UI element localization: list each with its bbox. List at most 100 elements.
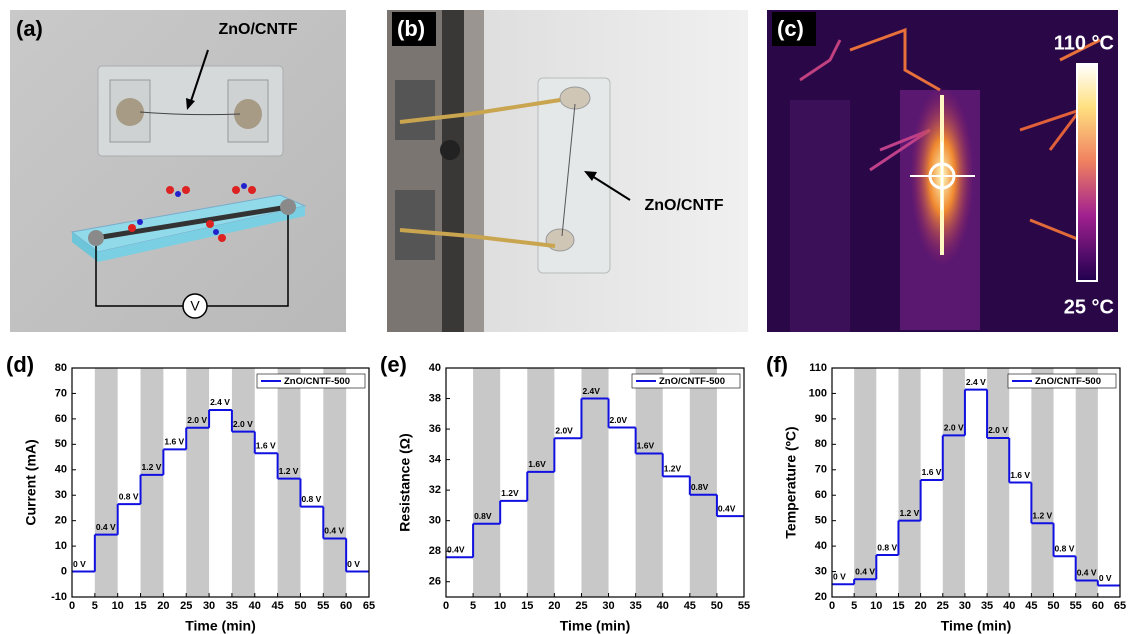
step-label: 1.6V — [528, 459, 546, 469]
step-label: 2.0 V — [944, 423, 964, 433]
shaded-band — [141, 368, 164, 597]
x-tick-label: 50 — [1047, 600, 1059, 612]
y-tick-label: 38 — [429, 392, 441, 404]
y-axis-title: Current (mA) — [23, 439, 39, 525]
x-axis-title: Time (min) — [941, 618, 1012, 634]
x-tick-label: 10 — [870, 600, 882, 612]
step-label: 0.4 V — [324, 526, 344, 536]
legend-label: ZnO/CNTF-500 — [284, 376, 350, 387]
step-label: 1.2V — [664, 464, 682, 474]
shaded-band — [898, 368, 920, 597]
step-label: 0 V — [347, 559, 360, 569]
y-tick-label: 28 — [429, 545, 441, 557]
panel-label: (e) — [380, 352, 407, 377]
step-label: 0.8V — [691, 482, 709, 492]
y-tick-label: 26 — [429, 576, 441, 588]
shaded-band — [278, 368, 301, 597]
x-tick-label: 40 — [657, 600, 669, 612]
y-tick-label: 80 — [55, 362, 67, 374]
panel-label: (b) — [397, 16, 425, 41]
step-label: 1.6V — [637, 441, 655, 451]
x-tick-label: 15 — [521, 600, 533, 612]
y-tick-label: 40 — [55, 464, 67, 476]
legend-label: ZnO/CNTF-500 — [1035, 376, 1101, 387]
x-tick-label: 35 — [630, 600, 642, 612]
step-label: 1.2 V — [899, 508, 919, 518]
y-tick-label: 40 — [815, 540, 827, 552]
shaded-band — [636, 368, 663, 597]
photo-b: (b) ZnO/CNTF — [387, 10, 748, 332]
photo-a: V (a) ZnO/CNTF — [10, 10, 346, 332]
x-tick-label: 5 — [92, 600, 98, 612]
figure: V (a) ZnO/CNTF (b) ZnO/CNTF — [0, 0, 1128, 634]
shaded-band — [473, 368, 500, 597]
step-label: 2.0V — [610, 415, 628, 425]
step-label: 1.6 V — [1010, 470, 1030, 480]
panel-label: (a) — [16, 16, 43, 41]
x-tick-label: 65 — [1114, 600, 1126, 612]
chart: 051015202530354045505526283032343638400.… — [380, 352, 750, 634]
x-tick-label: 20 — [548, 600, 560, 612]
scale-max: 110 °C — [1054, 32, 1114, 54]
y-tick-label: 34 — [429, 454, 442, 466]
panel-label: (c) — [777, 16, 804, 41]
annotation: ZnO/CNTF — [644, 197, 723, 214]
x-tick-label: 55 — [317, 600, 329, 612]
shaded-band — [854, 368, 876, 597]
meter-label: V — [190, 298, 200, 314]
x-tick-label: 10 — [494, 600, 506, 612]
x-tick-label: 60 — [340, 600, 352, 612]
x-tick-label: 30 — [959, 600, 971, 612]
y-tick-label: 90 — [815, 413, 827, 425]
y-tick-label: 30 — [429, 515, 441, 527]
step-label: 0.4 V — [96, 522, 116, 532]
y-tick-label: 10 — [55, 540, 67, 552]
x-tick-label: 50 — [711, 600, 723, 612]
step-label: 0.4V — [718, 503, 736, 513]
step-label: 1.6 V — [256, 440, 276, 450]
y-tick-label: 30 — [815, 565, 827, 577]
step-label: 1.2 V — [1032, 510, 1052, 520]
photo-c: (c) 110 °C 25 °C — [767, 10, 1118, 332]
x-tick-label: 35 — [226, 600, 238, 612]
y-axis-title: Resistance (Ω) — [397, 433, 413, 531]
shaded-band — [232, 368, 255, 597]
panel-label: (f) — [766, 352, 788, 377]
step-label: 2.0 V — [233, 419, 253, 429]
x-tick-label: 20 — [157, 600, 169, 612]
step-label: 0.8 V — [119, 491, 139, 501]
y-tick-label: 36 — [429, 423, 441, 435]
x-tick-label: 45 — [1025, 600, 1037, 612]
x-tick-label: 25 — [180, 600, 192, 612]
legend-label: ZnO/CNTF-500 — [659, 376, 725, 387]
x-axis-title: Time (min) — [185, 618, 256, 634]
step-label: 2.4V — [582, 386, 600, 396]
x-tick-label: 5 — [470, 600, 476, 612]
step-label: 0.8V — [474, 511, 492, 521]
step-label: 1.2 V — [142, 462, 162, 472]
step-label: 0.4V — [447, 545, 465, 555]
x-tick-label: 65 — [363, 600, 375, 612]
x-tick-label: 45 — [684, 600, 696, 612]
panel-label: (d) — [6, 352, 34, 377]
x-tick-label: 15 — [134, 600, 146, 612]
x-axis-title: Time (min) — [560, 618, 631, 634]
y-tick-label: 40 — [429, 362, 441, 374]
step-label: 0.4 V — [855, 566, 875, 576]
x-tick-label: 20 — [914, 600, 926, 612]
x-tick-label: 60 — [1092, 600, 1104, 612]
y-tick-label: 70 — [815, 464, 827, 476]
y-tick-label: 0 — [61, 565, 67, 577]
y-tick-label: 50 — [55, 438, 67, 450]
x-tick-label: 10 — [112, 600, 124, 612]
x-tick-label: 40 — [249, 600, 261, 612]
step-label: 0 V — [73, 559, 86, 569]
shaded-band — [1076, 368, 1098, 597]
shaded-band — [581, 368, 608, 597]
y-tick-label: 60 — [815, 489, 827, 501]
shaded-band — [95, 368, 118, 597]
y-tick-label: 110 — [809, 362, 827, 374]
x-tick-label: 55 — [738, 600, 750, 612]
x-tick-label: 35 — [981, 600, 993, 612]
